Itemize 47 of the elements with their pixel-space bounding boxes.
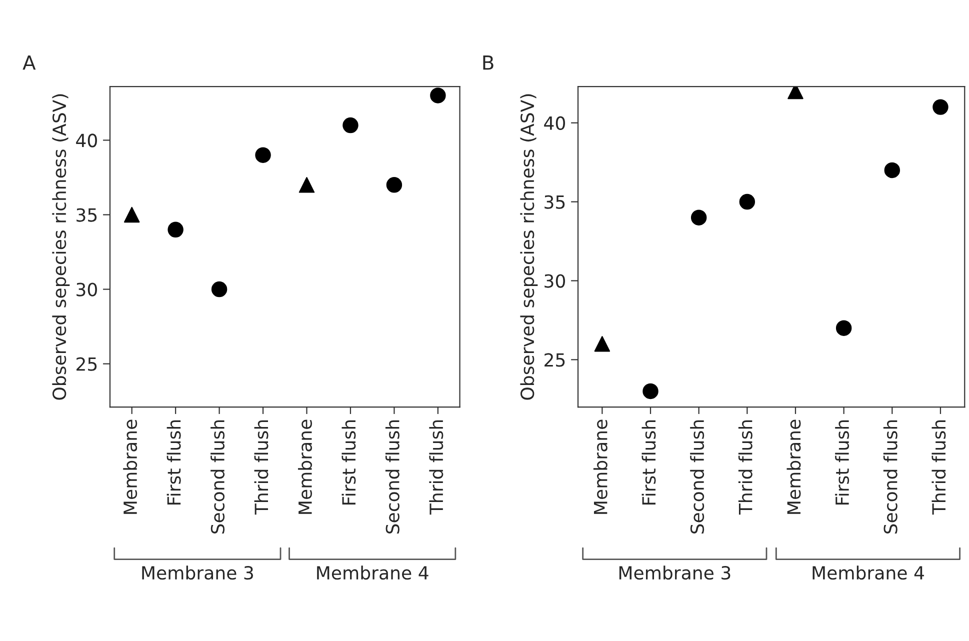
- y-tick-label: 25: [76, 357, 97, 371]
- point: [298, 177, 315, 193]
- y-tick-label: 25: [544, 353, 565, 367]
- x-tick-label: Second flush: [883, 420, 898, 534]
- text: Membrane 4: [812, 566, 924, 580]
- point: [430, 88, 446, 104]
- point: [342, 117, 358, 134]
- point: [836, 320, 852, 336]
- x-tick-label: First flush: [342, 420, 356, 504]
- x-tick-label: Membrane: [298, 420, 312, 514]
- x-tick-label: First flush: [835, 420, 850, 504]
- x-tick-label: First flush: [166, 420, 181, 504]
- x-tick-label: Thrid flush: [254, 420, 268, 515]
- y-axis-title: Observed sepecies richness (ASV): [52, 94, 70, 400]
- x-tick-label: Membrane: [786, 420, 801, 514]
- point: [739, 194, 756, 210]
- x-tick-label: Membrane: [593, 420, 608, 514]
- chart-title: B: [483, 55, 494, 70]
- y-tick-label: 30: [76, 282, 97, 296]
- y-tick-label: 40: [544, 116, 566, 130]
- x-tick-label: Second flush: [690, 420, 704, 534]
- point: [884, 162, 900, 178]
- point: [386, 177, 402, 193]
- x-tick-label: Second flush: [385, 420, 400, 534]
- x-tick-label: Thrid flush: [429, 420, 444, 515]
- x-tick-label: Thrid flush: [932, 420, 946, 515]
- y-tick-label: 35: [76, 208, 97, 222]
- point: [932, 99, 948, 115]
- point: [594, 336, 610, 352]
- x-tick-label: Second flush: [210, 420, 225, 534]
- y-tick-label: 35: [544, 195, 565, 209]
- x-tick-label: Membrane: [123, 420, 138, 514]
- point: [690, 210, 707, 226]
- point: [642, 383, 658, 400]
- point: [211, 281, 228, 298]
- y-axis-title: Observed sepecies richness (ASV): [520, 94, 538, 400]
- chart-title: A: [22, 55, 36, 70]
- x-tick-label: Thrid flush: [738, 420, 752, 515]
- text: Membrane 3: [142, 566, 253, 580]
- point: [255, 147, 271, 163]
- y-tick-label: 40: [76, 134, 97, 148]
- x-tick-label: First flush: [642, 420, 656, 504]
- point: [168, 222, 184, 238]
- text: Membrane 3: [619, 566, 730, 580]
- y-tick-label: 30: [544, 274, 566, 288]
- point: [124, 206, 140, 223]
- text: Membrane 4: [317, 566, 428, 580]
